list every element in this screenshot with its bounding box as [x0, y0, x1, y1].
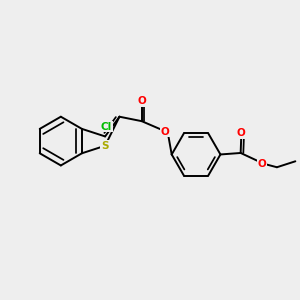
- Text: O: O: [137, 96, 146, 106]
- Text: Cl: Cl: [101, 122, 112, 132]
- Text: O: O: [237, 128, 246, 138]
- Text: S: S: [101, 141, 109, 151]
- Text: O: O: [160, 127, 169, 137]
- Text: O: O: [258, 159, 266, 169]
